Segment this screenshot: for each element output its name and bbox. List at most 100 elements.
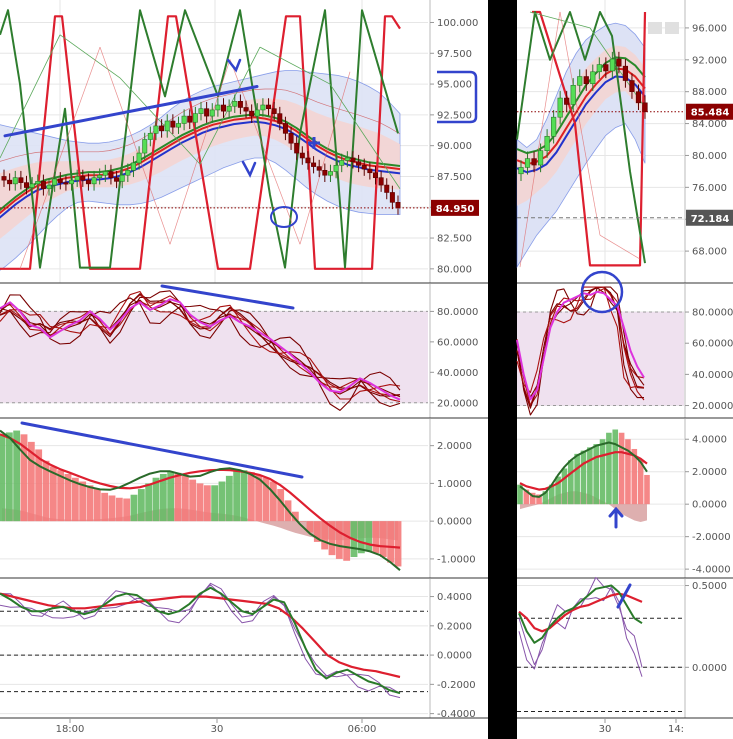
- left-candle: [221, 104, 227, 112]
- left-candle: [1, 176, 7, 181]
- left-macd-histogram-bar: [27, 441, 35, 522]
- right-candle: [590, 71, 596, 85]
- right-stoch-main-line: [516, 290, 645, 401]
- left-macd-histogram-bar: [130, 494, 138, 522]
- left-macd-histogram-bar: [49, 466, 57, 522]
- left-time-tick-label: 06:00: [348, 724, 377, 735]
- left-stoch-line: [0, 294, 401, 411]
- right-price-tag-text: 85.484: [691, 108, 730, 119]
- right-price-tick-label: 84.000: [692, 119, 727, 130]
- right-candle: [557, 97, 563, 118]
- left-macd-histogram-bar: [211, 485, 219, 522]
- left-candle: [333, 165, 339, 172]
- right-mom-plot-area: [517, 579, 684, 718]
- left-macd-histogram-bar: [247, 472, 255, 522]
- right-candle: [616, 58, 622, 67]
- left-mom-tick-label: 0.4000: [437, 592, 472, 603]
- left-macd-histogram-bar: [13, 430, 21, 522]
- right-zigzag-red: [532, 10, 647, 267]
- left-candle: [215, 104, 221, 111]
- right-thin-red-line: [519, 11, 561, 268]
- left-candle: [187, 115, 193, 123]
- right-price-tick-label: 92.000: [692, 55, 727, 66]
- left-macd-histogram-bar: [71, 477, 79, 522]
- left-thin-green-line: [259, 46, 331, 85]
- right-stochastic-panel[interactable]: 80.0000 60.0000 40.0000 20.0000: [516, 270, 733, 419]
- left-candle: [7, 179, 13, 185]
- left-thin-red-line: [169, 59, 231, 245]
- left-macd-histogram-bar: [174, 472, 182, 522]
- left-ma-green: [0, 113, 401, 212]
- left-macd-tick-label: 2.0000: [437, 441, 472, 452]
- left-price-tag: 84.950: [431, 199, 479, 216]
- left-candle: [130, 162, 136, 171]
- right-macd-panel[interactable]: 4.0000 2.0000 0.0000 -2.0000 -4.0000: [517, 419, 733, 579]
- right-macd-histogram-bar: [555, 476, 561, 505]
- right-macd-histogram-bar: [612, 429, 619, 505]
- right-mom-slash-annotation: [616, 583, 632, 609]
- left-bracket-annotation: [437, 70, 478, 124]
- right-level-tag: 72.184: [686, 209, 733, 226]
- right-candle: [524, 158, 531, 168]
- left-candle: [232, 101, 238, 107]
- right-window-control-icon: [665, 22, 679, 34]
- left-zigzag-red: [0, 15, 401, 270]
- left-macd-histogram-bar: [86, 485, 94, 522]
- left-price-panel[interactable]: 100.00097.50095.00092.50090.00087.50085.…: [0, 0, 488, 284]
- right-macd-histogram-bar: [644, 474, 650, 505]
- right-macd-histogram-bar: [523, 489, 530, 505]
- left-macd-panel[interactable]: 2.0000 1.0000 0.0000 -1.0000: [0, 419, 488, 579]
- left-candle: [260, 104, 266, 111]
- left-macd-histogram-bar: [181, 475, 189, 522]
- left-momentum-panel[interactable]: 0.4000 0.2000 0.0000 -0.2000 -0.4000: [0, 579, 488, 720]
- right-momentum-panel[interactable]: 0.5000 0.0000: [517, 576, 733, 719]
- right-macd-tick-label: -2.0000: [692, 532, 731, 543]
- left-candle: [299, 152, 305, 159]
- left-candle: [339, 160, 345, 166]
- left-macd-histogram-bar: [328, 521, 336, 556]
- left-candle: [40, 181, 46, 190]
- right-price-tick-label: 80.000: [692, 151, 727, 162]
- right-candle: [531, 158, 537, 166]
- right-macd-tick-label: 2.0000: [692, 467, 727, 478]
- right-macd-histogram-bar: [536, 494, 542, 505]
- right-price-tag-bg: [686, 103, 733, 120]
- right-macd-tick-label: -4.0000: [692, 565, 731, 576]
- left-macd-histogram-bar: [167, 472, 175, 522]
- right-price-tick-label: 96.000: [692, 23, 727, 34]
- left-thin-green-line: [59, 34, 121, 79]
- right-candle: [583, 76, 589, 85]
- left-price-tick-label: 100.000: [437, 18, 478, 29]
- right-macd-histogram-bar: [637, 460, 644, 505]
- left-macd-histogram-bar: [108, 495, 116, 522]
- left-macd-histogram-bar: [291, 511, 299, 522]
- right-candle: [642, 102, 648, 113]
- left-macd-histogram-bar: [115, 497, 123, 522]
- left-candle: [282, 123, 288, 134]
- left-candle: [204, 108, 210, 117]
- left-stochastic-panel[interactable]: 80.0000 60.0000 40.0000 20.0000: [0, 284, 488, 419]
- right-mom-red-line: [518, 592, 643, 633]
- left-macd-histogram-bar: [343, 521, 351, 561]
- left-macd-histogram-bar: [152, 477, 160, 522]
- left-candle: [147, 133, 153, 140]
- left-macd-histogram-bar: [196, 483, 204, 522]
- left-arrow-down-annotation: [226, 58, 242, 73]
- left-candle: [316, 166, 322, 171]
- left-macd-histogram-bar: [255, 475, 263, 522]
- left-price-tag-text: 84.950: [436, 204, 475, 215]
- left-price-tick-label: 92.500: [437, 110, 472, 121]
- left-macd-histogram-bar: [35, 449, 43, 522]
- left-price-tick-label: 97.500: [437, 49, 472, 60]
- left-ellipse-annotation: [270, 206, 298, 228]
- right-candle: [603, 64, 609, 72]
- left-macd-histogram-bar: [5, 432, 13, 522]
- left-candle: [271, 108, 277, 114]
- right-candle: [570, 85, 576, 105]
- right-candle: [537, 150, 544, 166]
- right-price-panel[interactable]: 96.00092.00088.00084.00080.00076.00072.0…: [516, 0, 733, 284]
- left-zigzag-green: [0, 9, 399, 269]
- left-stoch-line: [0, 290, 401, 408]
- left-price-tick-label: 82.500: [437, 234, 472, 245]
- left-macd-tick-label: 0.0000: [437, 517, 472, 528]
